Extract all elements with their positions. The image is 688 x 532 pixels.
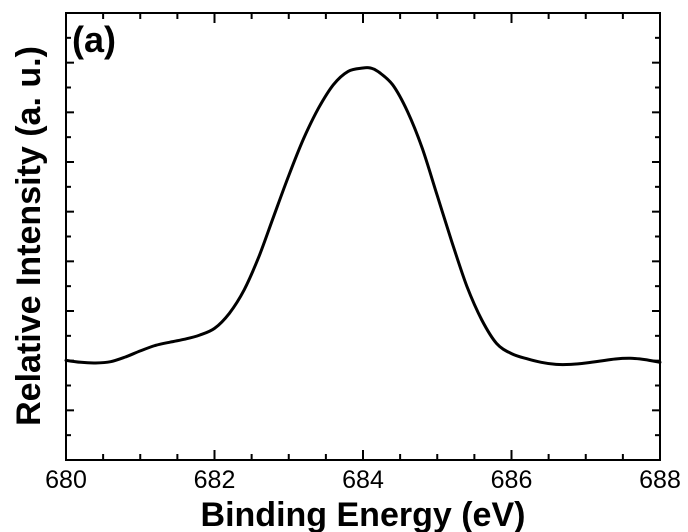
y-axis-title: Relative Intensity (a. u.) [10, 46, 48, 426]
x-ticks [65, 13, 661, 460]
x-tick-label: 684 [342, 466, 384, 494]
y-ticks [66, 36, 660, 437]
x-tick-label: 686 [491, 466, 533, 494]
x-tick-labels: 680 682 684 686 688 [45, 466, 681, 494]
plot-frame [65, 12, 661, 461]
x-tick-label: 682 [194, 466, 236, 494]
x-axis-title: Binding Energy (eV) [201, 496, 526, 532]
x-tick-label: 688 [639, 466, 681, 494]
x-tick-label: 680 [45, 466, 87, 494]
panel-label: (a) [72, 19, 116, 60]
series-line [64, 66, 662, 367]
